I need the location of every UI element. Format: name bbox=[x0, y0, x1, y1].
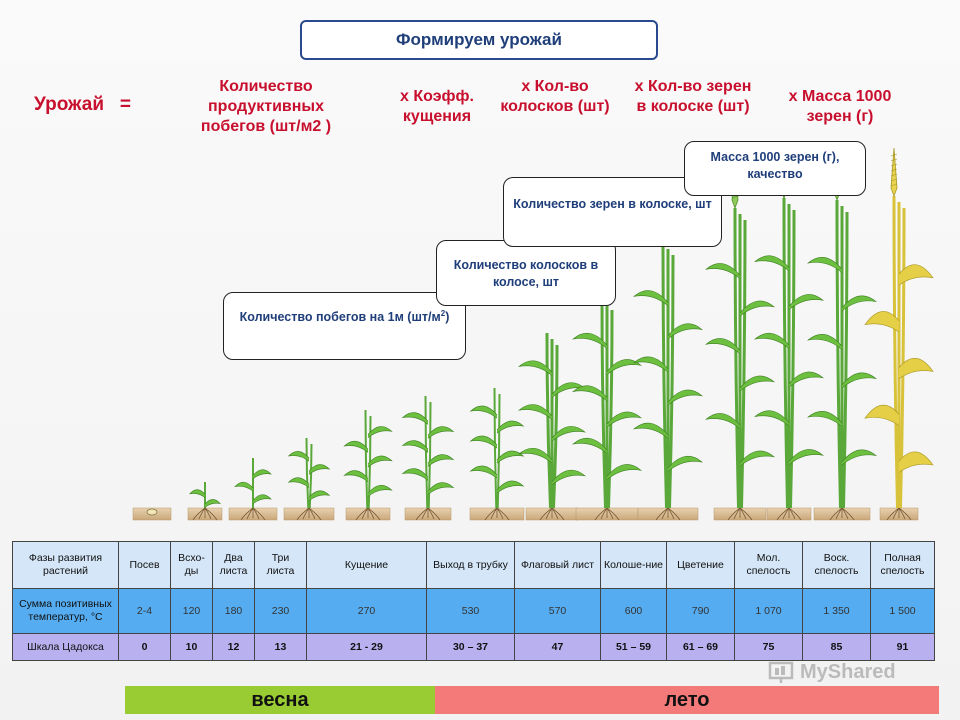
phase-cell: Всхо-ды bbox=[170, 541, 213, 589]
temperature-cell: 120 bbox=[170, 588, 213, 634]
phase-cell: Два листа bbox=[212, 541, 255, 589]
temperature-cell: 790 bbox=[666, 588, 735, 634]
zadoks-cell: 47 bbox=[514, 633, 601, 661]
phase-cell: Колоше-ние bbox=[600, 541, 667, 589]
plant-growth-illustration bbox=[132, 147, 934, 521]
formula-yield-label: Урожай = bbox=[34, 94, 131, 115]
season-summer: лето bbox=[435, 686, 939, 714]
season-spring: весна bbox=[125, 686, 435, 714]
temperature-cell: 180 bbox=[212, 588, 255, 634]
phase-cell: Выход в трубку bbox=[426, 541, 515, 589]
temperature-cell: 1 070 bbox=[734, 588, 803, 634]
zadoks-cell: 85 bbox=[802, 633, 871, 661]
page-title: Формируем урожай bbox=[300, 20, 658, 60]
phase-cell: Три листа bbox=[254, 541, 307, 589]
zadoks-cell: 91 bbox=[870, 633, 935, 661]
temperature-cell: 2-4 bbox=[118, 588, 171, 634]
phases-table: Фазы развития растений Посев Всхо-ды Два л… bbox=[12, 541, 935, 661]
phases-row-label: Фазы развития растений bbox=[12, 541, 119, 589]
formula-term-productive-shoots: Количество продуктивных побегов (шт/м2 ) bbox=[200, 78, 332, 135]
callout-mass-1000-grains: Масса 1000 зерен (г), качество bbox=[684, 141, 866, 196]
zadoks-cell: 75 bbox=[734, 633, 803, 661]
temperature-cell: 600 bbox=[600, 588, 667, 634]
phase-cell: Кущение bbox=[306, 541, 427, 589]
presentation-icon bbox=[768, 661, 794, 683]
phase-cell: Мол. спелость bbox=[734, 541, 803, 589]
zadoks-cell: 12 bbox=[212, 633, 255, 661]
formula-term-grains: х Кол-во зерен в колоске (шт) bbox=[634, 78, 752, 115]
zadoks-cell: 13 bbox=[254, 633, 307, 661]
zadoks-row: Шкала Цадокса 0 10 12 13 21 - 29 30 – 37 47 51 … bbox=[12, 633, 935, 661]
temperature-row: Сумма позитивных температур, °С 2-4 120 18… bbox=[12, 588, 935, 634]
zadoks-cell: 21 - 29 bbox=[306, 633, 427, 661]
phase-cell: Воск. спелость bbox=[802, 541, 871, 589]
temperature-cell: 1 500 bbox=[870, 588, 935, 634]
temperature-row-label: Сумма позитивных температур, °С bbox=[12, 588, 119, 634]
temperature-cell: 530 bbox=[426, 588, 515, 634]
phase-cell: Посев bbox=[118, 541, 171, 589]
zadoks-cell: 10 bbox=[170, 633, 213, 661]
phase-cell: Цветение bbox=[666, 541, 735, 589]
watermark: MyShared bbox=[768, 660, 896, 684]
phases-row: Фазы развития растений Посев Всхо-ды Два л… bbox=[12, 541, 935, 589]
formula-term-spikelets: х Кол-во колосков (шт) bbox=[500, 78, 610, 115]
callout-shoots-per-m2: Количество побегов на 1м (шт/м2) bbox=[223, 292, 466, 360]
temperature-cell: 570 bbox=[514, 588, 601, 634]
zadoks-row-label: Шкала Цадокса bbox=[12, 633, 119, 661]
zadoks-cell: 30 – 37 bbox=[426, 633, 515, 661]
temperature-cell: 270 bbox=[306, 588, 427, 634]
zadoks-cell: 61 – 69 bbox=[666, 633, 735, 661]
formula-term-mass-1000: х Масса 1000 зерен (г) bbox=[788, 88, 892, 125]
zadoks-cell: 51 – 59 bbox=[600, 633, 667, 661]
formula-term-tillering: х Коэфф. кущения bbox=[400, 88, 474, 125]
temperature-cell: 1 350 bbox=[802, 588, 871, 634]
zadoks-cell: 0 bbox=[118, 633, 171, 661]
callout-spikelets-per-ear: Количество колосков в колосе, шт bbox=[436, 240, 616, 306]
phase-cell: Флаговый лист bbox=[514, 541, 601, 589]
phase-cell: Полная спелость bbox=[870, 541, 935, 589]
temperature-cell: 230 bbox=[254, 588, 307, 634]
